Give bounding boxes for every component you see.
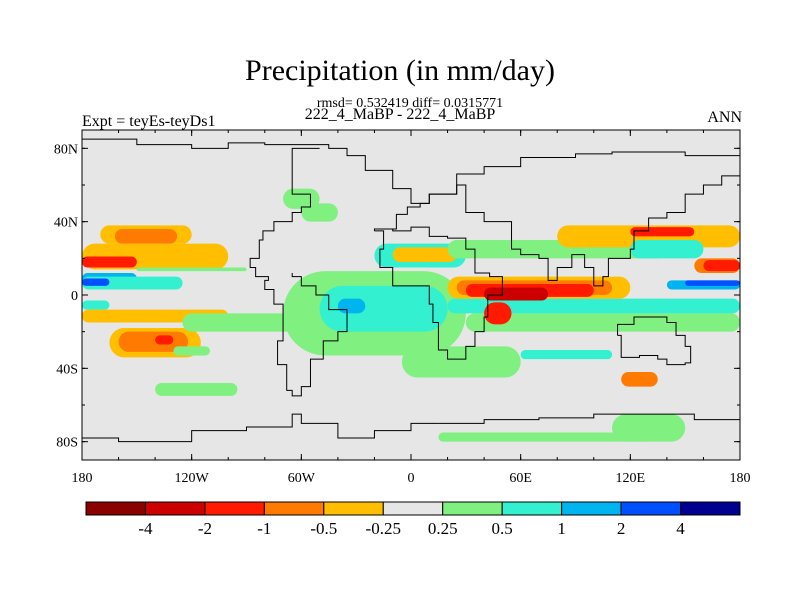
colorbar-label: 0.5 <box>492 519 513 538</box>
experiment-label: Expt = teyEs-teyDs1 <box>82 113 216 130</box>
colorbar-box <box>501 501 563 516</box>
colorbar-label: 1 <box>557 519 566 538</box>
colorbar-label: 4 <box>676 519 685 538</box>
colorbar-box <box>620 501 682 516</box>
stats-line: rmsd= 0.532419 diff= 0.0315771 <box>316 96 504 111</box>
precip-region <box>82 256 137 268</box>
colorbar-label: -1 <box>257 519 271 538</box>
axes: 180 120W 60W 0 60E 120E 180 80N 40N 0 40S 80S <box>54 129 751 486</box>
colorbar-label: -0.25 <box>366 519 401 538</box>
season-label: ANN <box>707 109 742 126</box>
precip-region <box>401 346 521 378</box>
coastline <box>438 413 740 438</box>
precip-region <box>447 298 740 314</box>
colorbar-box <box>144 501 206 516</box>
colorbar: -4 -2 -1 -0.5 -0.25 0.25 0.5 1 2 4 <box>85 501 741 538</box>
coastline <box>617 316 692 366</box>
x-tick-label: 0 <box>408 471 415 486</box>
precip-region <box>337 298 366 314</box>
coastline <box>82 413 439 443</box>
precip-region <box>703 260 740 272</box>
y-tick-label: 0 <box>71 289 78 304</box>
precip-region <box>114 229 178 244</box>
precip-region <box>173 346 210 356</box>
precip-region <box>621 372 658 387</box>
precip-region <box>520 350 613 360</box>
precip-region <box>319 285 448 332</box>
precip-region <box>301 203 338 222</box>
colorbar-label: -2 <box>198 519 212 538</box>
coastline <box>373 226 503 360</box>
colorbar-label: -4 <box>138 519 153 538</box>
precip-region <box>155 335 174 345</box>
colorbar-box <box>204 501 265 516</box>
precip-region <box>392 247 457 262</box>
x-tick-label: 180 <box>72 471 93 486</box>
x-tick-label: 120E <box>616 471 646 486</box>
plot-area <box>82 130 740 460</box>
x-tick-label: 120W <box>175 471 210 486</box>
colorbar-label: 2 <box>617 519 626 538</box>
colorbar-box <box>323 501 384 516</box>
coastline <box>249 147 348 397</box>
y-tick-label: 40S <box>56 362 78 377</box>
y-tick-label: 80S <box>56 436 78 451</box>
precip-region <box>484 302 512 325</box>
precip-region <box>182 313 302 332</box>
precip-region <box>82 300 110 310</box>
colorbar-box <box>263 501 325 516</box>
colorbar-box <box>680 501 741 516</box>
precip-region <box>630 240 704 259</box>
precip-region <box>465 313 740 332</box>
colorbar-box <box>382 501 444 516</box>
precip-region <box>484 287 549 301</box>
x-tick-label: 60E <box>509 471 532 486</box>
coastline <box>392 170 740 287</box>
colorbar-label: -0.5 <box>310 519 337 538</box>
precip-region <box>155 383 238 396</box>
colorbar-box <box>442 501 503 516</box>
chart-title: Precipitation (in mm/day) <box>245 54 555 87</box>
y-tick-label: 40N <box>54 216 78 231</box>
precip-region <box>136 267 247 272</box>
coastline <box>82 138 740 204</box>
colorbar-label: 0.25 <box>428 519 458 538</box>
precip-region <box>685 280 740 286</box>
chart-subtitle: 222_4_MaBP - 222_4_MaBP <box>304 106 496 123</box>
x-tick-label: 180 <box>730 471 751 486</box>
precip-region <box>630 227 695 237</box>
precip-region <box>438 432 649 442</box>
precip-region <box>82 278 110 286</box>
precip-region <box>612 414 686 442</box>
y-tick-label: 80N <box>54 142 78 157</box>
x-tick-label: 60W <box>288 471 316 486</box>
colorbar-box <box>561 501 622 516</box>
colorbar-box <box>85 501 146 516</box>
